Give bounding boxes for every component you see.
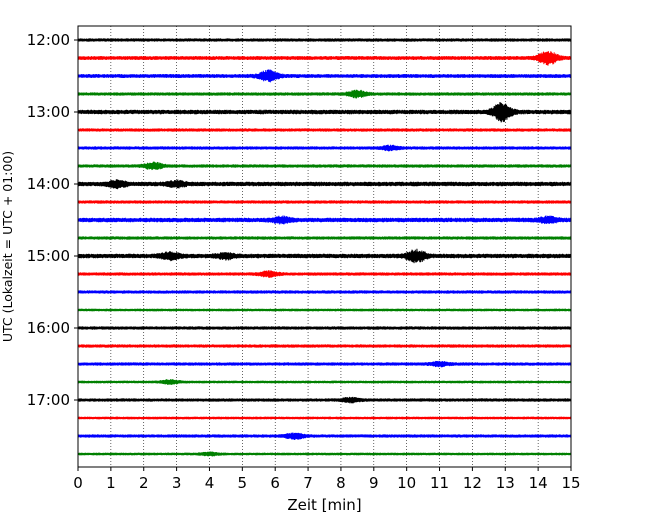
x-tick-label: 7 xyxy=(303,474,313,492)
x-tick-label: 12 xyxy=(463,474,482,492)
trace-line xyxy=(77,308,572,312)
x-tick-label: 15 xyxy=(561,474,580,492)
trace-line xyxy=(77,396,572,404)
trace-line xyxy=(77,179,572,190)
trace-line xyxy=(77,416,572,420)
x-tick-label: 11 xyxy=(430,474,449,492)
y-tick-label: 15:00 xyxy=(27,247,70,265)
x-tick-label: 4 xyxy=(205,474,215,492)
trace-line xyxy=(77,69,572,83)
x-tick-label: 9 xyxy=(369,474,379,492)
trace-line xyxy=(77,102,572,123)
y-tick-label: 16:00 xyxy=(27,319,70,337)
trace-line xyxy=(77,432,572,441)
trace-line xyxy=(77,451,572,457)
x-tick-label: 8 xyxy=(336,474,346,492)
x-tick-label: 5 xyxy=(238,474,248,492)
y-axis-label: UTC (Lokalzeit = UTC + 01:00) xyxy=(0,151,15,342)
trace-line xyxy=(77,128,572,132)
x-tick-label: 3 xyxy=(172,474,182,492)
trace-line xyxy=(77,144,572,152)
y-tick-label: 17:00 xyxy=(27,391,70,409)
trace-line xyxy=(77,200,572,204)
x-tick-label: 6 xyxy=(270,474,280,492)
trace-line xyxy=(77,38,572,42)
trace-line xyxy=(77,290,572,294)
trace-line xyxy=(77,89,572,99)
trace-line xyxy=(77,360,572,368)
y-axis: 12:00 13:00 14:00 15:00 16:00 17:00 xyxy=(27,31,78,409)
trace-line xyxy=(77,326,572,330)
trace-line xyxy=(77,344,572,348)
trace-line xyxy=(77,270,572,278)
trace-line xyxy=(77,236,572,240)
x-tick-label: 14 xyxy=(529,474,548,492)
x-tick-label: 2 xyxy=(139,474,149,492)
x-tick-label: 0 xyxy=(73,474,83,492)
x-tick-label: 10 xyxy=(397,474,416,492)
trace-line xyxy=(77,378,572,386)
trace-line xyxy=(77,248,572,264)
x-tick-label: 1 xyxy=(106,474,116,492)
x-axis: 0 1 2 3 4 5 6 7 8 9 10 11 12 13 14 15 xyxy=(73,467,581,492)
x-axis-label: Zeit [min] xyxy=(287,496,361,514)
y-tick-label: 13:00 xyxy=(27,103,70,121)
y-tick-label: 14:00 xyxy=(27,175,70,193)
plot-frame xyxy=(77,25,572,468)
x-tick-label: 13 xyxy=(496,474,515,492)
y-tick-label: 12:00 xyxy=(27,31,70,49)
trace-line xyxy=(77,161,572,171)
traces xyxy=(77,38,572,457)
trace-line xyxy=(77,215,572,225)
trace-line xyxy=(77,51,572,66)
